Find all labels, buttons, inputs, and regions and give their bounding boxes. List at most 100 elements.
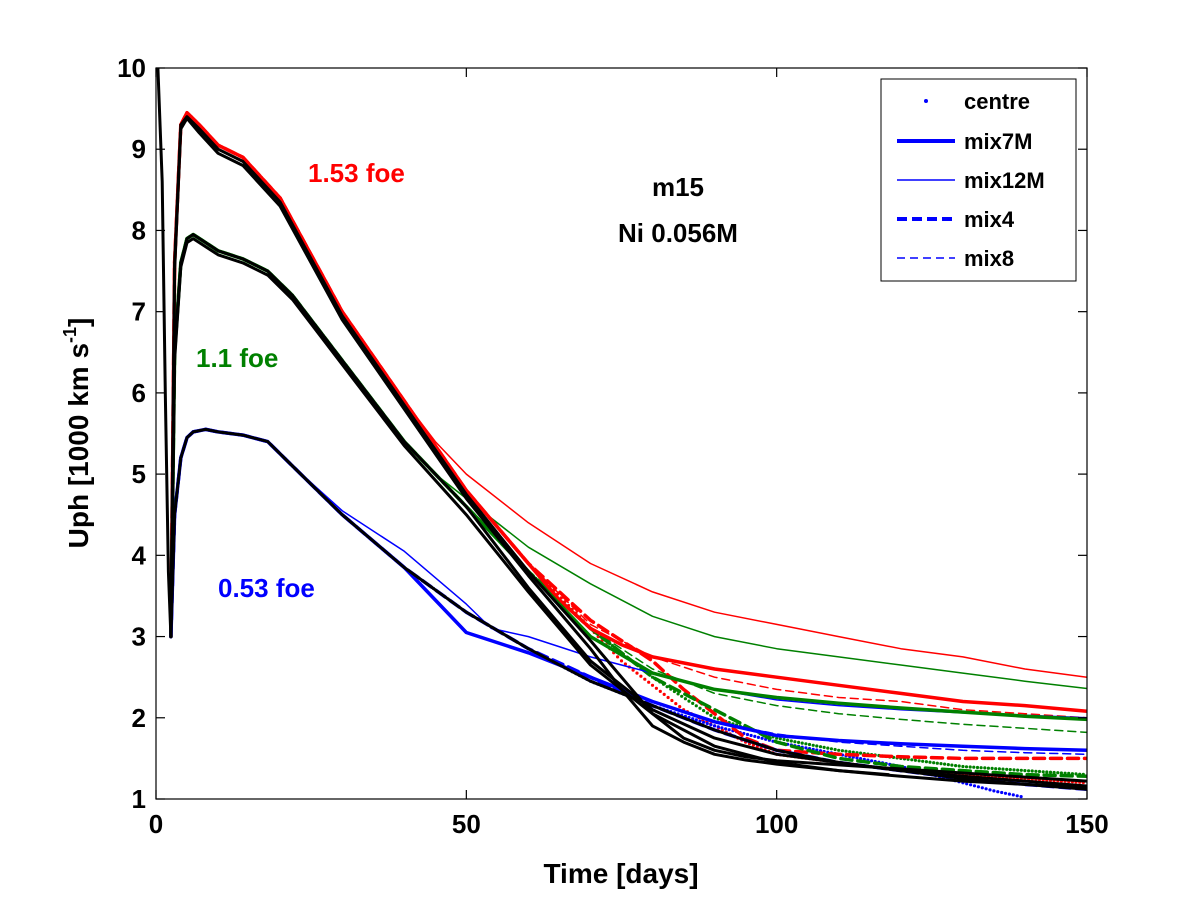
data-point bbox=[1007, 792, 1012, 796]
data-point bbox=[789, 739, 793, 743]
data-point bbox=[851, 750, 855, 754]
data-point bbox=[972, 784, 977, 788]
data-point bbox=[924, 760, 929, 764]
data-point bbox=[990, 766, 994, 771]
data-point bbox=[818, 745, 823, 749]
series-0-53-foe-black bbox=[169, 427, 1087, 791]
data-point bbox=[674, 702, 678, 706]
series-layer bbox=[156, 68, 1087, 799]
data-point bbox=[917, 759, 921, 763]
x-axis-label: Time [days] bbox=[543, 858, 698, 889]
data-point bbox=[797, 740, 801, 745]
data-point bbox=[654, 686, 659, 690]
data-point bbox=[596, 635, 600, 639]
data-point bbox=[946, 763, 950, 767]
ticks-layer: 0 50 100 150 1 2 3 4 5 6 7 8 9 10 bbox=[117, 53, 1109, 839]
data-point bbox=[720, 726, 724, 730]
data-point bbox=[815, 744, 819, 748]
data-point bbox=[935, 761, 939, 765]
data-point bbox=[709, 713, 713, 718]
y-axis-label-main: Uph [1000 km s bbox=[63, 343, 94, 548]
y-tick-label: 4 bbox=[132, 540, 147, 570]
data-point bbox=[1011, 793, 1015, 797]
data-point bbox=[1001, 767, 1005, 771]
data-point bbox=[913, 758, 918, 762]
legend-item-mix7M: mix7M bbox=[897, 129, 1032, 154]
data-point bbox=[961, 764, 965, 769]
data-point bbox=[619, 659, 624, 663]
data-point bbox=[1015, 794, 1019, 798]
data-point bbox=[1012, 768, 1016, 772]
data-point bbox=[665, 685, 669, 689]
data-point bbox=[713, 716, 717, 720]
data-point bbox=[800, 741, 804, 745]
data-point bbox=[631, 668, 635, 672]
data-point bbox=[870, 759, 874, 763]
data-point bbox=[965, 782, 969, 786]
data-point bbox=[1074, 772, 1078, 776]
data-point bbox=[807, 742, 812, 747]
data-point bbox=[910, 758, 914, 762]
data-point bbox=[997, 767, 1002, 771]
data-point bbox=[932, 761, 936, 765]
legend-item-mix8: mix8 bbox=[897, 246, 1014, 271]
data-point bbox=[983, 766, 987, 770]
data-point bbox=[1000, 790, 1004, 795]
data-point bbox=[639, 674, 643, 678]
data-point bbox=[943, 762, 947, 766]
data-point bbox=[727, 728, 731, 732]
data-point bbox=[1059, 771, 1063, 775]
data-point bbox=[724, 727, 728, 731]
data-point bbox=[957, 764, 961, 768]
data-point bbox=[680, 694, 684, 698]
y-axis-label-close: ] bbox=[63, 318, 94, 327]
data-point bbox=[939, 762, 943, 766]
y-tick-label: 10 bbox=[117, 53, 146, 83]
data-point bbox=[804, 746, 808, 750]
data-point bbox=[1045, 770, 1049, 774]
data-point bbox=[650, 683, 655, 687]
data-point bbox=[760, 736, 764, 740]
data-point bbox=[848, 750, 852, 754]
legend-label-centre: centre bbox=[964, 89, 1030, 114]
data-point bbox=[643, 677, 647, 681]
legend-label-mix4: mix4 bbox=[964, 207, 1015, 232]
data-point bbox=[1027, 769, 1031, 773]
annotation-0-53-foe: 0.53 foe bbox=[218, 573, 315, 603]
data-point bbox=[778, 737, 782, 741]
data-point bbox=[811, 743, 815, 747]
data-point bbox=[1008, 768, 1012, 772]
data-point bbox=[969, 783, 973, 787]
data-point bbox=[1048, 770, 1053, 774]
x-tick-label: 150 bbox=[1065, 809, 1108, 839]
x-tick-label: 0 bbox=[149, 809, 163, 839]
legend: centre mix7M mix12M mix4 mix8 bbox=[880, 78, 1077, 282]
legend-item-centre: centre bbox=[924, 89, 1030, 114]
data-point bbox=[1003, 791, 1008, 795]
data-point bbox=[1052, 770, 1056, 775]
data-point bbox=[928, 760, 932, 764]
data-point bbox=[954, 764, 958, 768]
y-tick-label: 1 bbox=[132, 784, 146, 814]
data-point bbox=[749, 733, 753, 738]
data-point bbox=[855, 756, 859, 760]
data-point bbox=[996, 790, 1000, 794]
data-point bbox=[705, 721, 709, 726]
data-point bbox=[702, 720, 706, 724]
data-point bbox=[698, 706, 702, 710]
data-point bbox=[694, 704, 698, 708]
annotation-model: m15 bbox=[652, 172, 704, 202]
data-point bbox=[786, 738, 790, 742]
data-point bbox=[616, 655, 620, 659]
data-point bbox=[709, 723, 713, 727]
data-point bbox=[822, 745, 826, 750]
y-tick-label: 6 bbox=[132, 378, 146, 408]
data-point bbox=[702, 709, 706, 713]
data-point bbox=[647, 680, 651, 684]
data-point bbox=[683, 697, 688, 701]
data-point bbox=[980, 786, 984, 790]
data-point bbox=[1019, 768, 1023, 772]
data-point bbox=[662, 692, 666, 697]
data-point bbox=[1016, 768, 1020, 772]
